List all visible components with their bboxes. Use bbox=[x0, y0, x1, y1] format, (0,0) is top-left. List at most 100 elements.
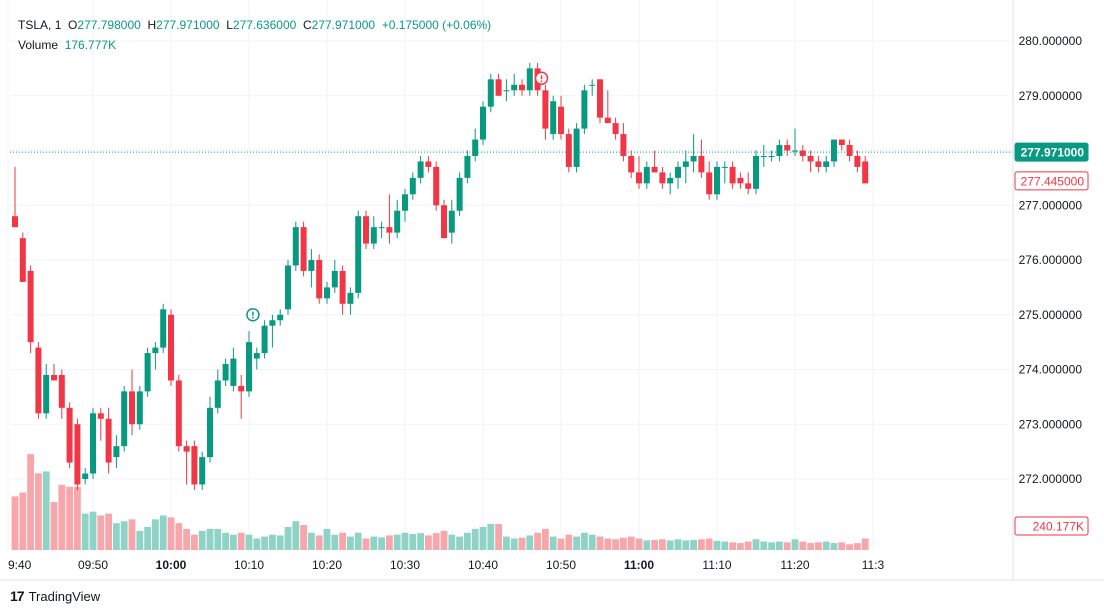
volume-bar bbox=[588, 534, 596, 550]
volume-bar bbox=[42, 471, 50, 550]
candle-body bbox=[472, 139, 479, 156]
volume-bar bbox=[191, 534, 198, 550]
change-value: +0.175000 (+0.06%) bbox=[381, 18, 492, 32]
volume-bar bbox=[448, 534, 456, 550]
volume-bar bbox=[136, 530, 144, 550]
candle-body bbox=[90, 413, 96, 474]
x-tick-label: 11:10 bbox=[702, 558, 731, 572]
volume-bar bbox=[471, 528, 479, 550]
volume-bar bbox=[807, 543, 814, 550]
candle-body bbox=[526, 68, 533, 91]
volume-bar bbox=[573, 536, 580, 550]
prev-price-badge: 277.445000 bbox=[1021, 174, 1085, 188]
candle-body bbox=[433, 166, 440, 206]
volume-bar bbox=[386, 535, 393, 550]
volume-bar bbox=[549, 536, 557, 550]
candle-body bbox=[261, 325, 268, 354]
volume-bar bbox=[846, 544, 853, 550]
candle-body bbox=[659, 172, 666, 184]
candle-body bbox=[27, 270, 34, 343]
x-tick-label: 9:40 bbox=[8, 558, 32, 572]
candle-body bbox=[799, 150, 806, 156]
volume-bar bbox=[222, 532, 229, 550]
candle-body bbox=[355, 216, 362, 293]
volume-bar bbox=[206, 528, 214, 550]
candle-body bbox=[464, 155, 471, 178]
volume-bar bbox=[237, 532, 245, 550]
volume-bar bbox=[666, 540, 674, 550]
volume-bar bbox=[487, 523, 495, 550]
volume-bar bbox=[620, 537, 627, 550]
candle-body bbox=[706, 172, 713, 195]
event-marker-dot bbox=[252, 316, 254, 319]
candle-body bbox=[347, 292, 354, 304]
open-label: O bbox=[68, 18, 78, 32]
volume-bar bbox=[35, 473, 42, 550]
volume-badge-bg bbox=[1014, 516, 1089, 536]
candle-body bbox=[776, 145, 783, 156]
x-tick-label: 10:50 bbox=[546, 558, 576, 572]
volume-bar bbox=[97, 515, 105, 550]
symbol[interactable]: TSLA bbox=[18, 18, 49, 32]
volume-bar bbox=[479, 527, 487, 550]
volume-bar bbox=[783, 542, 791, 550]
low-value: 277.636000 bbox=[232, 18, 297, 32]
volume-bar bbox=[315, 535, 323, 550]
volume-bar bbox=[66, 486, 73, 550]
x-tick-label: 10:40 bbox=[468, 558, 498, 572]
volume-bar bbox=[799, 541, 807, 550]
candle-body bbox=[363, 216, 369, 244]
volume-bar bbox=[11, 496, 19, 550]
candle-body bbox=[612, 123, 619, 135]
candle-body bbox=[183, 446, 190, 452]
candle-body bbox=[480, 106, 486, 140]
candle-body bbox=[409, 177, 416, 195]
candle-body bbox=[74, 424, 81, 485]
volume-bar bbox=[456, 536, 463, 550]
volume-bar bbox=[175, 523, 183, 550]
volume-row: Volume 176.777K bbox=[18, 35, 491, 55]
candle-body bbox=[129, 391, 135, 425]
volume-bar bbox=[183, 528, 190, 550]
grid-layer bbox=[7, 0, 1013, 550]
volume-bar bbox=[713, 540, 721, 550]
event-marker-dot bbox=[540, 80, 543, 83]
candle-body bbox=[597, 79, 603, 118]
chart-legend: TSLA, 1 O277.798000 H277.971000 L277.636… bbox=[18, 15, 491, 55]
candle-body bbox=[191, 446, 198, 485]
volume-bar bbox=[627, 536, 635, 550]
candle-body bbox=[760, 155, 767, 157]
volume-bar bbox=[144, 527, 151, 550]
candle-body bbox=[113, 446, 120, 458]
volume-bar bbox=[152, 519, 159, 550]
candle-body bbox=[105, 418, 112, 463]
candle-body bbox=[425, 161, 432, 167]
volume-bar bbox=[526, 535, 534, 550]
interval[interactable]: 1 bbox=[54, 18, 62, 32]
volume-bar bbox=[27, 454, 34, 550]
volume-label[interactable]: Volume bbox=[18, 38, 59, 52]
candle-body bbox=[35, 347, 42, 414]
candle-body bbox=[620, 134, 627, 156]
volume-bar bbox=[651, 540, 658, 550]
volume-bar bbox=[495, 523, 502, 550]
candle-body bbox=[854, 155, 861, 167]
volume-bar bbox=[464, 532, 471, 550]
candle-body bbox=[51, 374, 57, 381]
candle-body bbox=[651, 166, 658, 173]
candle-body bbox=[456, 177, 463, 211]
volume-bar bbox=[362, 538, 370, 550]
volume-bar bbox=[331, 534, 339, 550]
candle-body bbox=[97, 413, 104, 419]
volume-bar bbox=[113, 523, 120, 550]
volume-bar bbox=[214, 528, 222, 550]
volume-bar bbox=[752, 539, 760, 550]
footer-brand[interactable]: 17 TradingView bbox=[10, 588, 100, 604]
volume-bar bbox=[409, 533, 417, 550]
candle-body bbox=[58, 374, 65, 408]
volume-bar bbox=[791, 539, 799, 550]
candle-body bbox=[144, 353, 151, 392]
candle-body bbox=[838, 139, 845, 146]
candle-body bbox=[846, 145, 853, 156]
